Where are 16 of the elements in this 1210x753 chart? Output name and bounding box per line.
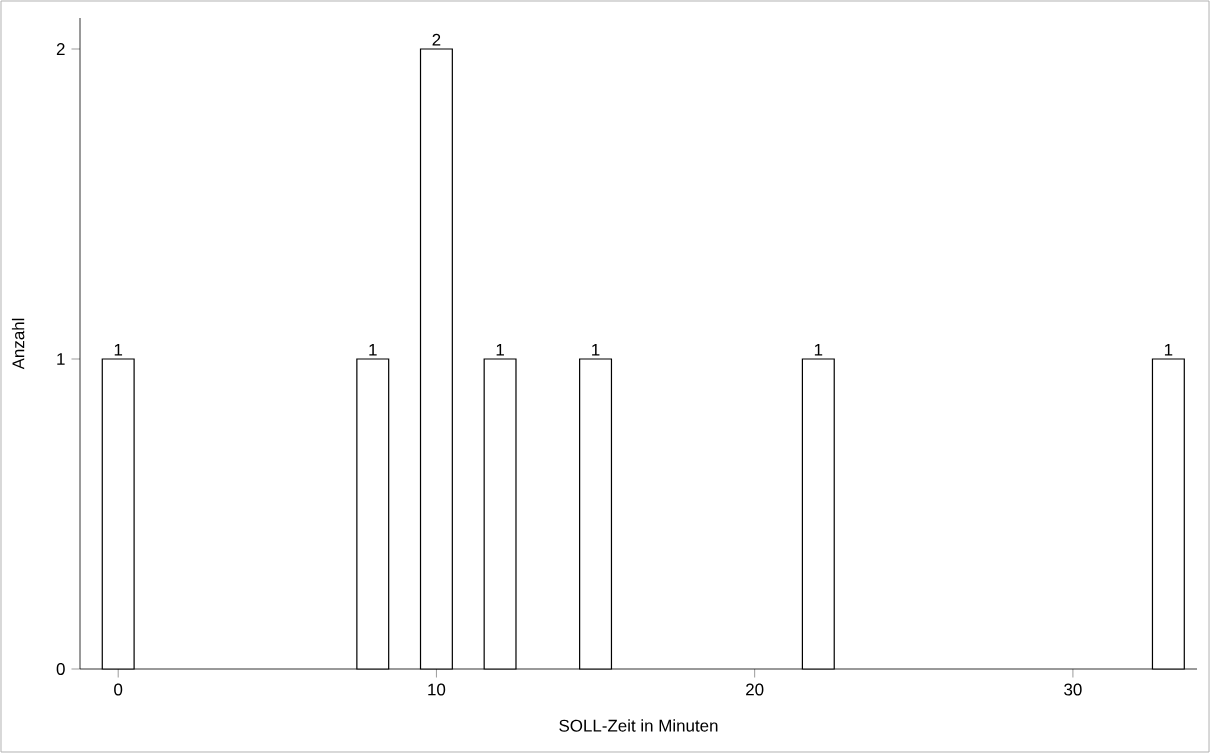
x-tick-label: 20 [746, 683, 764, 696]
data-label: 1 [496, 343, 504, 356]
y-axis-title: Anzahl [11, 318, 25, 370]
data-label: 1 [1164, 343, 1173, 356]
x-axis-title: SOLL-Zeit in Minuten [559, 719, 718, 732]
y-tick-label: 0 [56, 663, 65, 675]
y-tick-label: 2 [56, 43, 65, 55]
data-label: 1 [114, 343, 123, 356]
x-tick-label: 30 [1064, 683, 1082, 696]
x-tick-label: 0 [114, 683, 123, 696]
data-label: 2 [432, 33, 441, 46]
data-label: 1 [369, 343, 377, 356]
data-label: 1 [592, 343, 600, 356]
y-tick-label: 1 [57, 353, 65, 365]
data-label: 1 [814, 343, 823, 356]
x-tick-label: 10 [428, 683, 446, 696]
